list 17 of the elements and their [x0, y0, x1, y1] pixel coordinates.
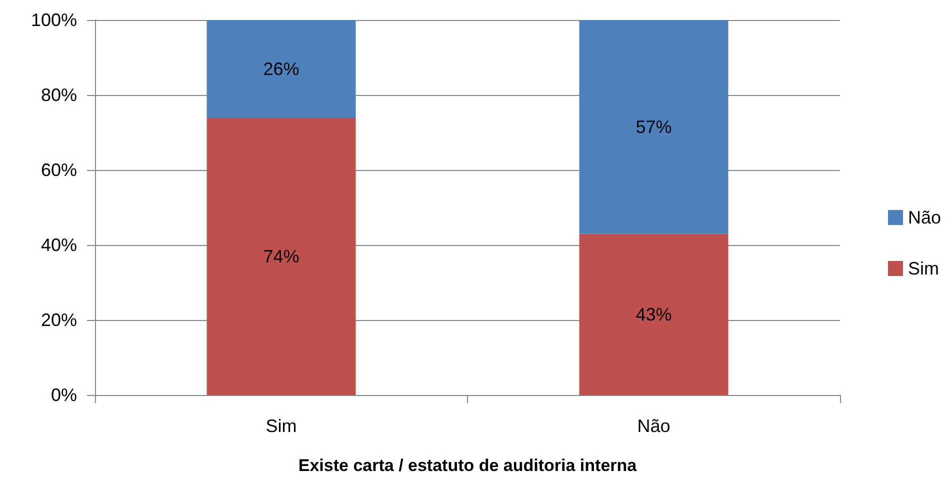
y-tick-label: 40% — [40, 235, 77, 255]
data-label: 26% — [263, 58, 300, 79]
y-tick-label: 80% — [40, 85, 77, 105]
bar — [579, 234, 728, 395]
legend-label: Não — [908, 208, 942, 228]
data-label: 74% — [263, 246, 300, 266]
data-label: 43% — [636, 304, 672, 324]
legend-label: Sim — [908, 258, 939, 278]
y-tick-label: 100% — [30, 10, 77, 30]
bar — [206, 20, 356, 118]
y-tick-label: 0% — [50, 385, 77, 405]
x-axis-title: Existe carta / estatuto de auditoria interna — [298, 456, 638, 475]
bar — [206, 118, 356, 395]
y-tick-label: 20% — [40, 310, 77, 330]
y-tick-label: 60% — [40, 160, 77, 180]
bar — [579, 20, 728, 234]
data-label: 57% — [636, 116, 672, 137]
